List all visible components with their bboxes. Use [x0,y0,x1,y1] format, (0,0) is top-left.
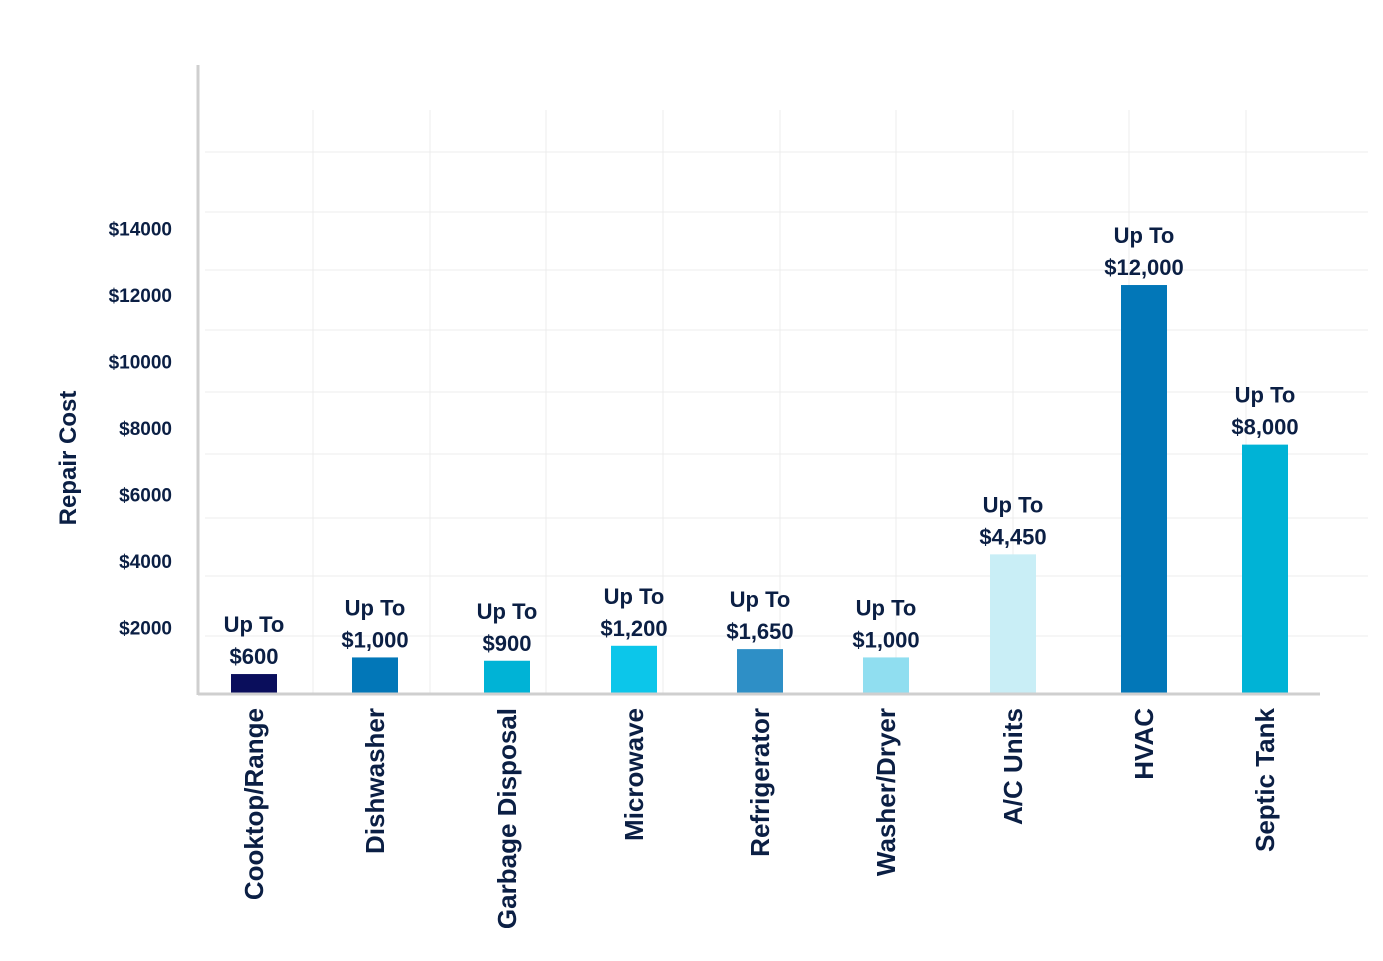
x-category-label: Garbage Disposal [492,708,522,929]
bars [231,285,1288,694]
grid-lines [205,110,1368,694]
data-label-prefix: Up To [1235,383,1296,408]
data-label-prefix: Up To [983,492,1044,517]
y-tick-label: $4000 [119,552,172,573]
data-labels: Up To $600 Up To $1,000 Up To $900 Up To $1,200… [224,223,1299,669]
bar [231,674,277,694]
x-category-label: Microwave [619,708,649,841]
x-category-label: HVAC [1129,708,1159,780]
data-label-value: $1,000 [341,627,408,652]
data-label-value: $1,200 [600,616,667,641]
data-label-prefix: Up To [224,612,285,637]
data-label-prefix: Up To [345,595,406,620]
data-label-value: $4,450 [979,524,1046,549]
x-category-label: Cooktop/Range [239,708,269,900]
y-axis-label: Repair Cost [55,391,82,526]
bar [863,657,909,694]
bar [611,645,657,694]
bar [352,657,398,694]
x-category-label: Refrigerator [745,708,775,857]
y-tick-label: $14000 [109,220,172,241]
axes [196,65,1320,696]
data-label-value: $900 [483,631,532,656]
data-label-prefix: Up To [730,587,791,612]
x-category-label: Septic Tank [1250,707,1280,852]
y-tick-label: $10000 [109,353,172,374]
data-label-prefix: Up To [856,595,917,620]
x-category-label: Washer/Dryer [871,708,901,876]
x-category-label: Dishwasher [360,708,390,854]
data-label-value: $1,000 [852,627,919,652]
bar [1242,444,1288,694]
data-label-prefix: Up To [604,584,665,609]
bar [737,649,783,694]
x-category-labels: Cooktop/Range Dishwasher Garbage Disposal M… [239,707,1280,929]
y-tick-label: $6000 [119,486,172,507]
bar [1121,285,1167,694]
bar [484,660,530,694]
x-category-label: A/C Units [998,708,1028,825]
data-label-prefix: Up To [477,599,538,624]
bar [990,554,1036,694]
data-label-value: $1,650 [726,619,793,644]
y-tick-label: $2000 [119,619,172,640]
y-tick-labels: $2000 $4000 $6000 $8000 $10000 $12000 $14000 [109,220,172,640]
data-label-value: $600 [230,644,279,669]
data-label-prefix: Up To [1114,223,1175,248]
data-label-value: $8,000 [1231,415,1298,440]
y-tick-label: $12000 [109,286,172,307]
y-tick-label: $8000 [119,419,172,440]
data-label-value: $12,000 [1104,255,1184,280]
